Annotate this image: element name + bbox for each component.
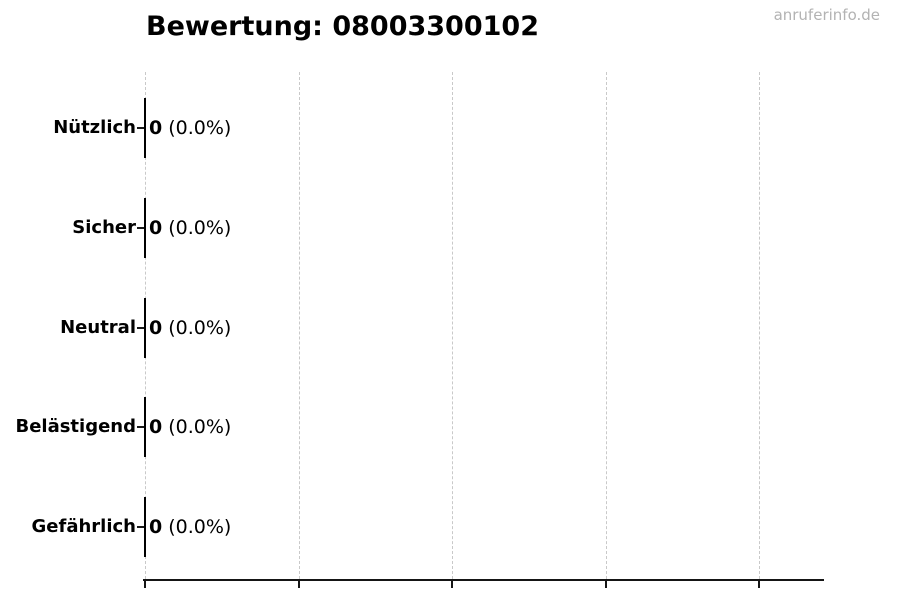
- y-axis-tick: [137, 226, 145, 229]
- watermark-text: anruferinfo.de: [773, 6, 880, 24]
- bar-value: 0: [149, 316, 163, 339]
- y-axis-tick: [137, 326, 145, 329]
- bar-percent: (0.0%): [168, 316, 232, 339]
- x-axis-tick: [604, 581, 607, 588]
- bar-percent: (0.0%): [168, 516, 232, 538]
- x-axis-tick: [451, 581, 453, 588]
- bar-percent: (0.0%): [168, 117, 232, 139]
- category-label: Neutral: [60, 316, 136, 338]
- bar-percent: (0.0%): [168, 216, 232, 239]
- chart-title: Bewertung: 08003300102: [146, 11, 539, 42]
- gridline: [605, 72, 607, 579]
- bar-value: 0: [149, 416, 163, 439]
- bar-value-annotation: 0 (0.0%): [149, 396, 231, 458]
- x-axis-tick: [297, 581, 300, 588]
- category-label: Gefährlich: [31, 516, 136, 537]
- x-axis-line: [143, 579, 824, 581]
- bar-value: 0: [149, 216, 163, 239]
- category-label: Nützlich: [53, 117, 136, 138]
- bar-value-annotation: 0 (0.0%): [149, 496, 231, 558]
- bar-zero-width: [144, 197, 146, 258]
- bar-value-annotation: 0 (0.0%): [149, 97, 231, 159]
- gridline: [759, 72, 760, 579]
- bar-row: Nützlich 0 (0.0%): [0, 97, 900, 159]
- x-axis-tick: [144, 581, 146, 588]
- y-axis-tick: [137, 127, 145, 129]
- category-label: Belästigend: [15, 416, 136, 438]
- gridline: [298, 72, 300, 579]
- bar-zero-width: [144, 297, 146, 358]
- bar-row: Sicher 0 (0.0%): [0, 197, 900, 259]
- bar-row: Neutral 0 (0.0%): [0, 297, 900, 359]
- y-axis-tick: [137, 426, 145, 429]
- gridline: [452, 72, 453, 579]
- bar-row: Belästigend 0 (0.0%): [0, 396, 900, 458]
- category-label: Sicher: [72, 216, 136, 238]
- bar-value: 0: [149, 117, 163, 139]
- bar-percent: (0.0%): [168, 416, 232, 439]
- bar-value-annotation: 0 (0.0%): [149, 297, 231, 359]
- bar-value: 0: [149, 516, 163, 538]
- y-axis-tick: [137, 526, 145, 528]
- bar-zero-width: [144, 497, 146, 557]
- x-axis-tick: [758, 581, 760, 588]
- bar-zero-width: [144, 98, 146, 158]
- bar-value-annotation: 0 (0.0%): [149, 197, 231, 259]
- bar-row: Gefährlich 0 (0.0%): [0, 496, 900, 558]
- bar-zero-width: [144, 397, 146, 458]
